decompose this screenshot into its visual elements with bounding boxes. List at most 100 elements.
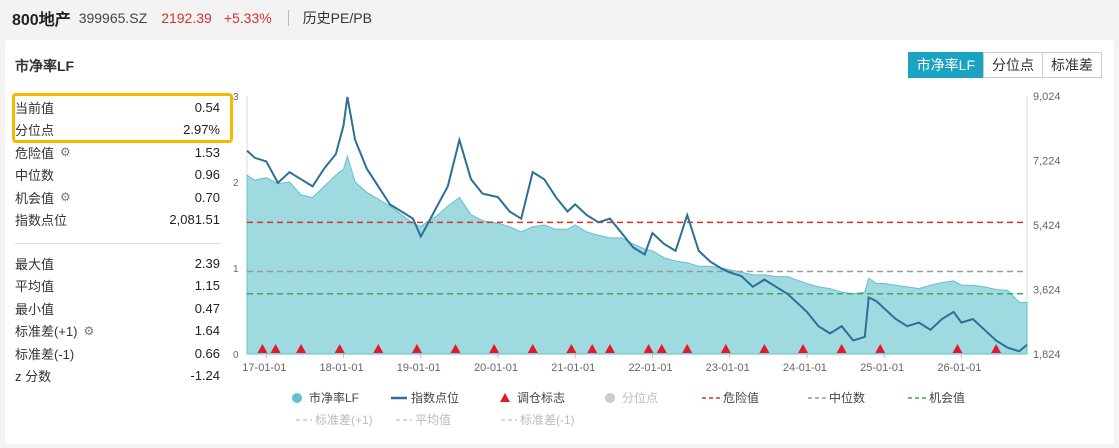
tab-stddev[interactable]: 标准差 [1042,52,1102,78]
pb-area [246,154,1028,355]
x-tick-label: 25-01-01 [860,362,904,374]
stat-sd-plus: 标准差(+1) ⚙ 1.64 [15,320,220,343]
y-right-tick-label: 3,624 [1033,285,1061,297]
rebalance-marker [296,344,307,353]
rebalance-marker [759,344,770,353]
gear-icon[interactable]: ⚙ [60,190,71,205]
stat-max: 最大值 2.39 [15,252,220,275]
valuation-panel: 市净率LF 市净率LF 分位点 标准差 当前值 0.54 分位点 2.97% 危险值… [5,40,1114,444]
y-left-tick-label: 2 [233,178,239,189]
rebalance-marker [566,344,577,353]
stat-sd-minus: 标准差(-1) 0.66 [15,342,220,365]
stat-z: z 分数 -1.24 [15,365,220,388]
index-code: 399965.SZ [78,10,148,26]
x-tick-label: 19-01-01 [397,362,441,374]
rebalance-marker [270,344,281,353]
index-price: 2192.39 [161,10,212,26]
stat-label: 指数点位 [15,213,68,229]
stat-label: 危险值 ⚙ [15,143,71,162]
stat-label-text: 危险值 [15,145,55,161]
stats-divider [15,243,220,244]
stat-value: 2,081.51 [169,212,220,228]
legend-symbol [605,393,615,403]
x-tick-label: 17-01-01 [242,362,286,374]
stat-value: 0.70 [194,189,220,205]
stat-label: 当前值 [15,100,55,116]
index-line [246,96,1028,353]
x-tick-label: 21-01-01 [551,362,595,374]
gear-icon[interactable]: ⚙ [60,145,71,160]
stat-label: 机会值 ⚙ [15,188,71,207]
stat-label-text: 机会值 [15,190,55,206]
rebalance-marker [257,344,268,353]
y-right-tick-label: 7,224 [1033,156,1061,168]
pb-chart[interactable]: 0 1 2 3 1,824 3,624 5,424 7,224 9,024 17-01-01 18-… [5,40,1114,444]
stat-label: 分位点 [15,123,55,139]
rebalance-marker [334,344,345,353]
stat-min: 最小值 0.47 [15,297,220,320]
legend-label: 指数点位 [411,390,459,405]
stat-label: 标准差(-1) [15,346,75,362]
rebalance-marker [643,344,654,353]
rebalance-marker [720,344,731,353]
stat-percentile: 分位点 2.97% [15,119,220,142]
header-bar: 800地产 399965.SZ 2192.39 +5.33% 历史PE/PB [0,0,1119,36]
legend-symbol [292,393,302,403]
x-tick-label: 24-01-01 [783,362,827,374]
y-right-tick-label: 9,024 [1033,91,1061,103]
stat-label-text: 标准差(+1) [15,324,78,340]
stat-value: 2.97% [183,122,220,138]
stat-value: 1.15 [194,278,220,294]
stat-label: 最大值 [15,256,55,272]
stat-median: 中位数 0.96 [15,164,220,187]
legend-label: 平均值 [415,412,451,427]
x-tick-label: 20-01-01 [474,362,518,374]
x-tick-label: 23-01-01 [706,362,750,374]
legend-label: 中位数 [829,390,865,405]
legend-label: 调仓标志 [517,391,565,405]
stat-chance: 机会值 ⚙ 0.70 [15,186,220,209]
gear-icon[interactable]: ⚙ [83,323,95,338]
stat-current: 当前值 0.54 [15,96,220,119]
rebalance-marker [991,344,1002,353]
stat-value: 0.66 [194,345,220,361]
legend-symbol [500,393,510,402]
stat-value: 1.64 [194,323,220,339]
stat-avg: 平均值 1.15 [15,275,220,298]
view-mode-label[interactable]: 历史PE/PB [302,10,372,26]
stat-label: 标准差(+1) ⚙ [15,321,94,340]
rebalance-marker [489,344,500,353]
stat-label: z 分数 [15,369,52,385]
rebalance-marker [682,344,693,353]
rebalance-marker [604,344,615,353]
rebalance-marker [798,344,809,353]
header-divider [287,10,289,26]
legend-label: 市净率LF [309,390,359,405]
stat-label: 中位数 [15,168,55,184]
legend-label: 危险值 [723,390,759,405]
y-right-tick-label: 1,824 [1033,349,1061,361]
metric-tabs: 市净率LF 分位点 标准差 [907,52,1102,78]
y-left-tick-label: 1 [233,264,239,275]
y-right-tick-label: 5,424 [1033,220,1061,232]
x-tick-label: 18-01-01 [320,362,364,374]
rebalance-marker [373,344,384,353]
stat-label: 平均值 [15,279,55,295]
stat-danger: 危险值 ⚙ 1.53 [15,141,220,164]
rebalance-marker [450,344,461,353]
index-name: 800地产 [12,12,71,29]
rebalance-marker [656,344,667,353]
rebalance-marker [527,344,538,353]
index-change: +5.33% [223,10,272,26]
y-left-tick-label: 3 [233,92,239,103]
panel-title: 市净率LF [15,58,75,74]
stat-value: 0.54 [194,99,220,115]
stat-index: 指数点位 2,081.51 [15,209,220,232]
highlight-box [12,93,233,143]
stat-value: 0.47 [194,300,220,316]
rebalance-marker [836,344,847,353]
x-tick-label: 26-01-01 [937,362,981,374]
stat-value: -1.24 [190,368,220,384]
y-left-tick-label: 0 [233,350,239,361]
rebalance-marker [875,344,886,353]
